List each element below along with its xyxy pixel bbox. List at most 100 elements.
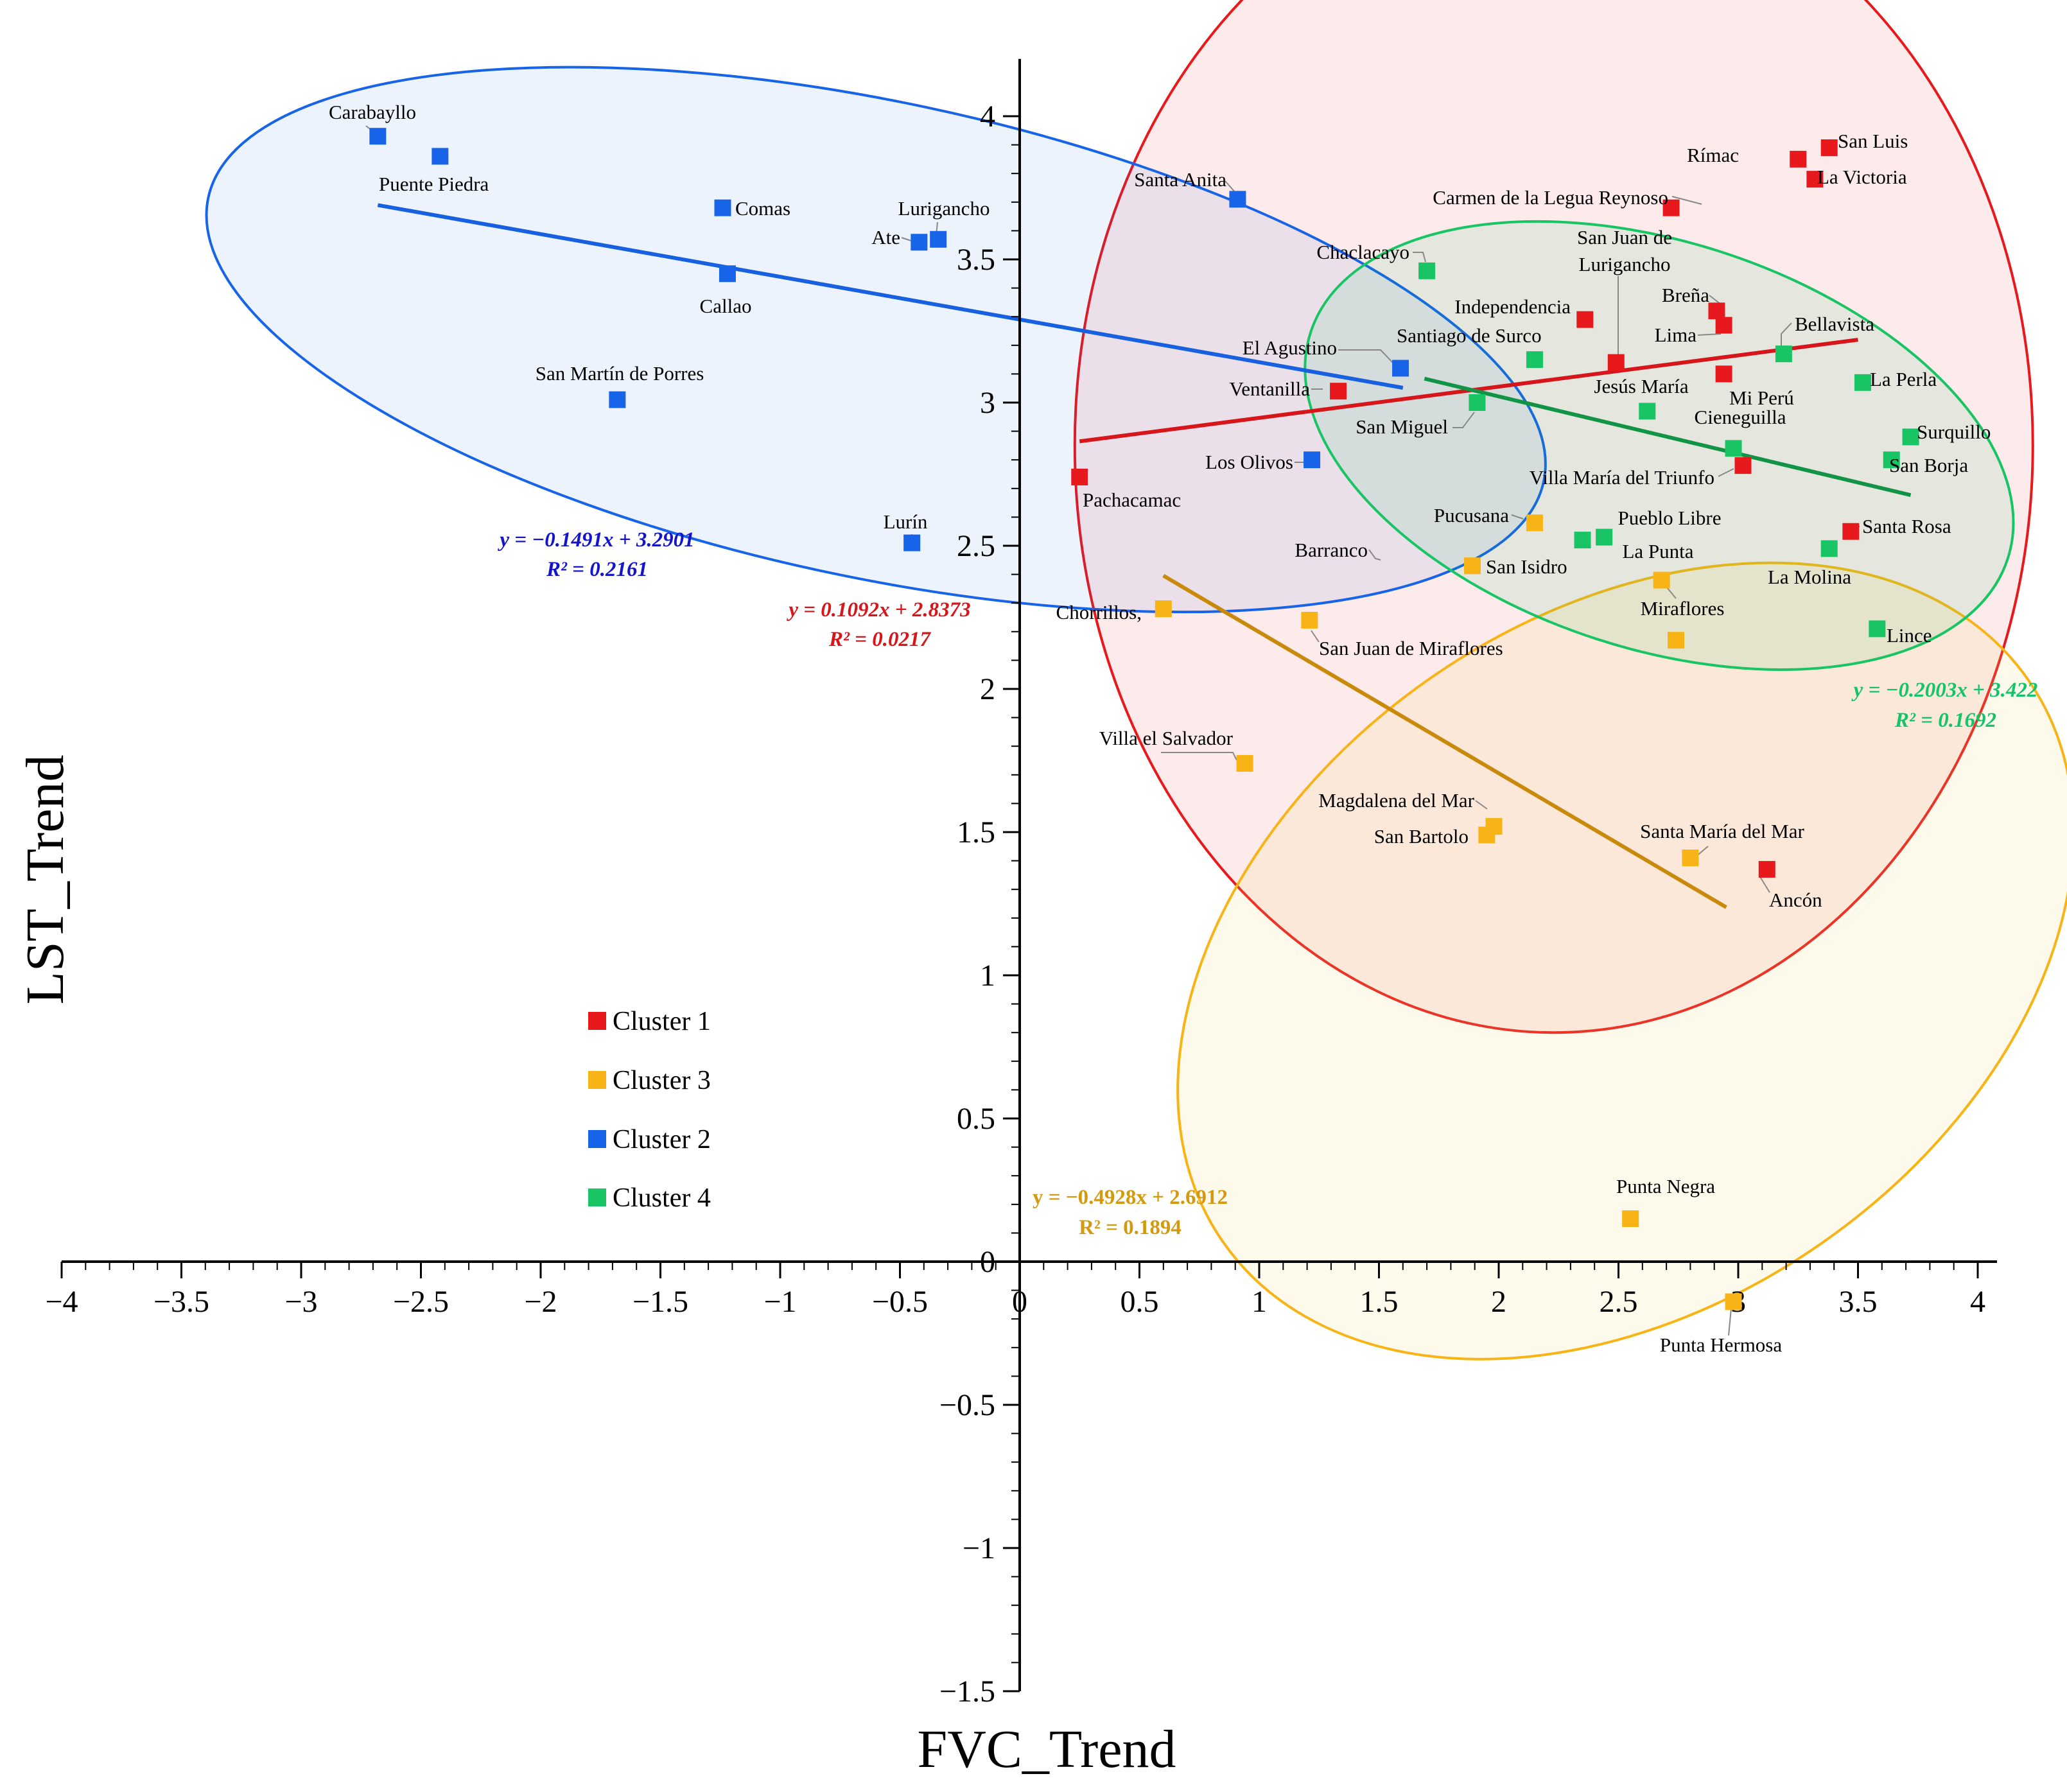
point-label-san-martin-de-porres: San Martín de Porres: [536, 362, 704, 385]
x-tick-label: −1.5: [632, 1285, 688, 1319]
x-tick-label: 2.5: [1600, 1285, 1638, 1319]
leader-line: [1475, 800, 1488, 810]
point-santa-anita: [1229, 191, 1246, 208]
point-pucusana: [1526, 514, 1543, 532]
point-label-san-bartolo: San Bartolo: [1374, 825, 1469, 848]
leader-line: [1728, 1308, 1732, 1336]
point-san-martin-de-porres: [609, 391, 626, 408]
point-label-san-luis: San Luis: [1838, 130, 1908, 152]
y-tick-label: 1.5: [957, 815, 995, 849]
point-la-victoria: [1806, 171, 1824, 188]
y-tick-label: 1: [980, 959, 995, 993]
legend-swatch-cluster-4: [588, 1188, 606, 1206]
point-pachacamac: [1071, 468, 1088, 485]
y-axis-title: LST_Trend: [15, 755, 75, 1005]
point-label-independencia: Independencia: [1454, 295, 1571, 318]
point-san-juan-de-miraflores: [1301, 611, 1318, 629]
point-barranco: [1574, 532, 1591, 549]
y-tick-label: 0: [980, 1245, 995, 1279]
point-label-callao: Callao: [700, 295, 752, 317]
leader-line: [1225, 180, 1236, 193]
leader-line: [1697, 333, 1722, 336]
x-tick-label: 0.5: [1121, 1285, 1159, 1319]
x-tick-label: −3.5: [153, 1285, 209, 1319]
x-tick-label: −2: [524, 1285, 557, 1319]
leader-line: [1718, 468, 1734, 477]
point-la-molina: [1820, 540, 1838, 557]
x-tick-label: 1: [1252, 1285, 1267, 1319]
point-label-la-molina: La Molina: [1768, 566, 1851, 588]
legend-swatch-cluster-1: [588, 1012, 606, 1030]
cluster-1-equation: y = 0.1092x + 2.8373: [786, 598, 970, 622]
point-lima: [1715, 317, 1732, 334]
leader-line: [1671, 196, 1702, 205]
point-label-santa-rosa: Santa Rosa: [1862, 515, 1951, 537]
point-label-villa-el-salvador: Villa el Salvador: [1099, 727, 1234, 749]
point-label-pachacamac: Pachacamac: [1083, 489, 1181, 511]
point-label-santiago-de-surco: Santiago de Surco: [1397, 324, 1542, 347]
cluster-3-trend-line: [1162, 574, 1727, 909]
point-surquillo: [1902, 428, 1919, 446]
legend-label-cluster-1: Cluster 1: [613, 1007, 711, 1036]
x-tick-label: 3.5: [1839, 1285, 1878, 1319]
point-punta-hermosa: [1725, 1293, 1742, 1310]
point-villa-el-salvador: [1236, 754, 1253, 772]
axis-ticks: −4 −3.5 −3 −2.5 −2 −1.5 −1 −0.5 0 0.5 1 1.5 2 2.5 3 3.5…: [45, 100, 1985, 1709]
y-tick-label: 3: [980, 386, 995, 420]
legend-swatch-cluster-2: [588, 1130, 606, 1148]
cluster-ellipses: [205, 0, 2067, 1361]
point-label-punta-negra: Punta Negra: [1616, 1175, 1715, 1197]
leader-line: [1452, 412, 1475, 428]
leader-line: [1311, 630, 1320, 643]
point-los-olivos: [1304, 451, 1321, 469]
point-label-carabayllo: Carabayllo: [329, 101, 416, 123]
axes: [62, 58, 1997, 1691]
point-san-borja: [1883, 451, 1900, 469]
point-chaclacayo: [1418, 262, 1436, 279]
x-tick-label: −4: [45, 1285, 78, 1319]
point-label-punta-hermosa: Punta Hermosa: [1660, 1334, 1783, 1356]
point-label-pucusana: Pucusana: [1434, 504, 1509, 526]
point-label-los-olivos: Los Olivos: [1205, 451, 1293, 473]
point-pueblo-libre: [1596, 528, 1613, 546]
point-bellavista: [1775, 345, 1792, 363]
point-comas: [714, 199, 731, 216]
point-label-rimac: Rímac: [1687, 144, 1739, 166]
leader-line: [1368, 549, 1381, 561]
point-labels: San Luis Rímac La Victoria Carmen de la Leg…: [329, 101, 1991, 1356]
point-label-puente-piedra: Puente Piedra: [379, 173, 489, 195]
point-label-brena: Breña: [1662, 284, 1709, 306]
point-label-barranco: Barranco: [1295, 539, 1368, 561]
point-san-isidro: [1463, 557, 1481, 575]
point-rimac: [1790, 150, 1807, 168]
point-label-la-punta: La Punta: [1622, 540, 1693, 562]
y-tick-label: −0.5: [939, 1388, 995, 1422]
point-label-san-juan-de-miraflores: San Juan de Miraflores: [1319, 637, 1503, 659]
cluster-4-equation: y = −0.2003x + 3.422: [1851, 679, 2038, 702]
point-ate: [911, 234, 928, 251]
point-label-santa-anita: Santa Anita: [1134, 168, 1226, 191]
y-tick-label: 3.5: [957, 243, 995, 277]
cluster-3-equation: y = −0.4928x + 2.6912: [1033, 1186, 1228, 1209]
point-label-la-perla: La Perla: [1870, 368, 1937, 390]
cluster-4-ellipse: [1304, 220, 2015, 671]
point-lurin: [903, 534, 921, 552]
point-lince: [1869, 620, 1886, 638]
y-tick-label: −1.5: [939, 1675, 995, 1709]
cluster-3-ellipse: [1176, 561, 2067, 1361]
cluster-1-ellipse: [1074, 0, 2034, 1034]
y-tick-label: 2: [980, 672, 995, 706]
point-label-lurigancho: Lurigancho: [898, 197, 990, 220]
point-santa-rosa: [1842, 523, 1860, 540]
point-label-ate: Ate: [871, 226, 900, 248]
point-santiago-de-surco: [1526, 351, 1543, 369]
cluster-4-r-squared: R² = 0.1692: [1894, 709, 1996, 732]
x-tick-label: −1: [763, 1285, 796, 1319]
point-chorrillos: [1155, 600, 1172, 618]
point-label-mi-peru: Mi Perú: [1729, 387, 1794, 409]
point-label-chaclacayo: Chaclacayo: [1316, 241, 1409, 263]
legend: Cluster 1 Cluster 3 Cluster 2 Cluster 4: [588, 1007, 711, 1213]
legend-label-cluster-4: Cluster 4: [613, 1183, 711, 1213]
point-label-lince: Lince: [1887, 624, 1932, 647]
